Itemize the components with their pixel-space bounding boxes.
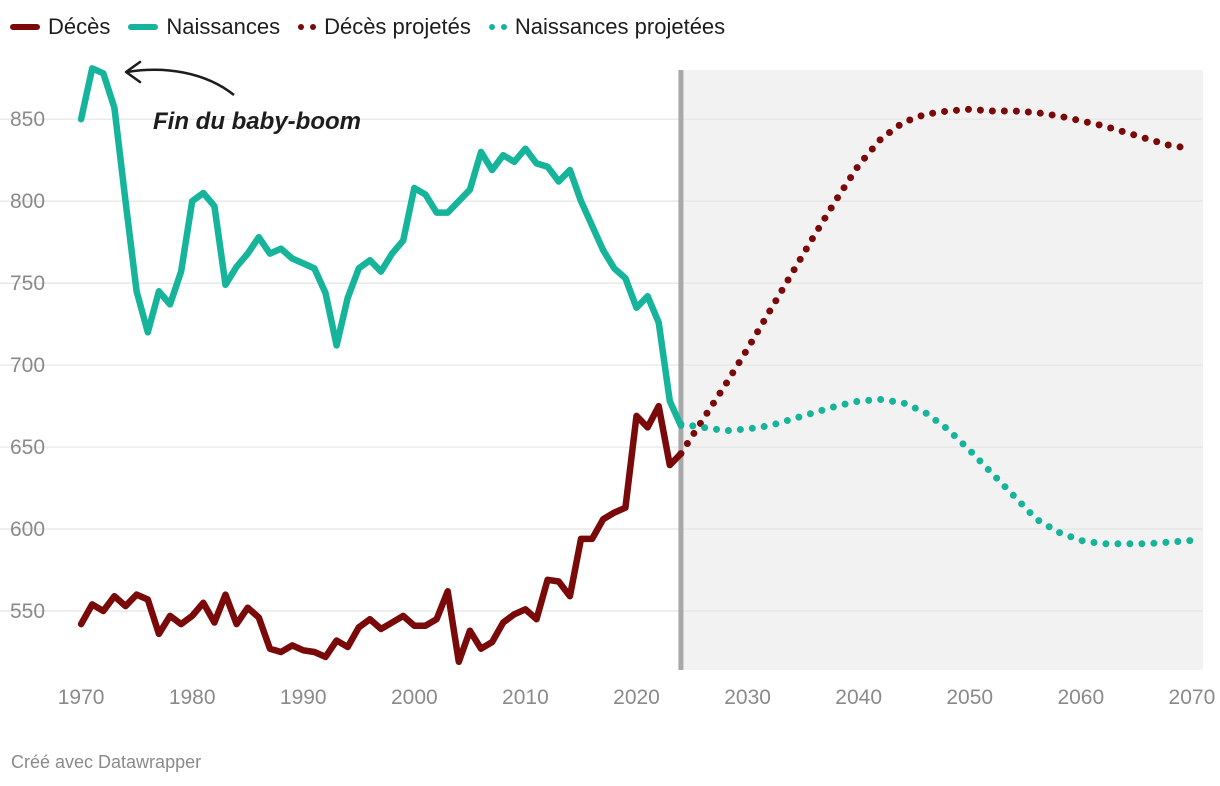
legend-swatch-births [128,24,159,30]
legend-label-projected-births: Naissances projetées [514,14,726,39]
births-line [77,65,685,429]
legend-label-projected-deaths: Décès projetés [324,14,471,39]
legend-item-projected-deaths[interactable]: Décès projetés [298,14,471,40]
annotation-label: Fin du baby-boom [153,108,361,135]
y-tick-label-800: 800 [10,190,45,213]
gridlines [0,118,1203,612]
arrow-head-icon [124,60,142,84]
y-tick-label-650: 650 [10,436,45,459]
x-tick-label-2070: 2070 [1169,686,1216,709]
x-tick-label-2050: 2050 [946,686,993,709]
x-tick-label-2020: 2020 [613,686,660,709]
y-tick-label-550: 550 [10,600,45,623]
y-tick-label-750: 750 [10,272,45,295]
x-tick-label-1970: 1970 [58,686,105,709]
x-tick-label-2040: 2040 [835,686,882,709]
y-tick-label-700: 700 [10,354,45,377]
annotation-arrow [124,60,235,96]
legend-swatch-deaths [10,24,40,30]
x-tick-label-1990: 1990 [280,686,327,709]
legend-swatch-projected-deaths [298,24,317,30]
x-tick-label-2030: 2030 [724,686,771,709]
x-axis-ticks: 1970 1980 1990 2000 2010 2020 2030 2040 2050 2060… [58,686,1216,709]
series-group [77,65,1196,666]
projected-births-line [677,396,1196,548]
y-axis-ticks: 550 600 650 700 750 800 850 [10,108,45,623]
legend-swatch-projected-births [488,24,507,30]
legend-label-deaths: Décès [48,14,111,39]
legend-item-projected-births[interactable]: Naissances projetées [488,14,726,40]
deaths-line [77,402,685,666]
projection-background [680,70,1203,670]
legend-item-deaths[interactable]: Décès [10,14,110,40]
x-tick-label-1980: 1980 [169,686,216,709]
legend-label-births: Naissances [166,14,281,39]
x-tick-label-2000: 2000 [391,686,438,709]
legend: Décès Naissances Décès projetés Naissanc… [10,14,743,40]
x-tick-label-2010: 2010 [502,686,549,709]
credit: Créé avec Datawrapper [11,752,202,772]
y-tick-label-600: 600 [10,518,45,541]
x-tick-label-2060: 2060 [1057,686,1104,709]
arrow-curve [126,68,235,96]
y-tick-label-850: 850 [10,108,45,131]
legend-item-births[interactable]: Naissances [128,14,280,40]
